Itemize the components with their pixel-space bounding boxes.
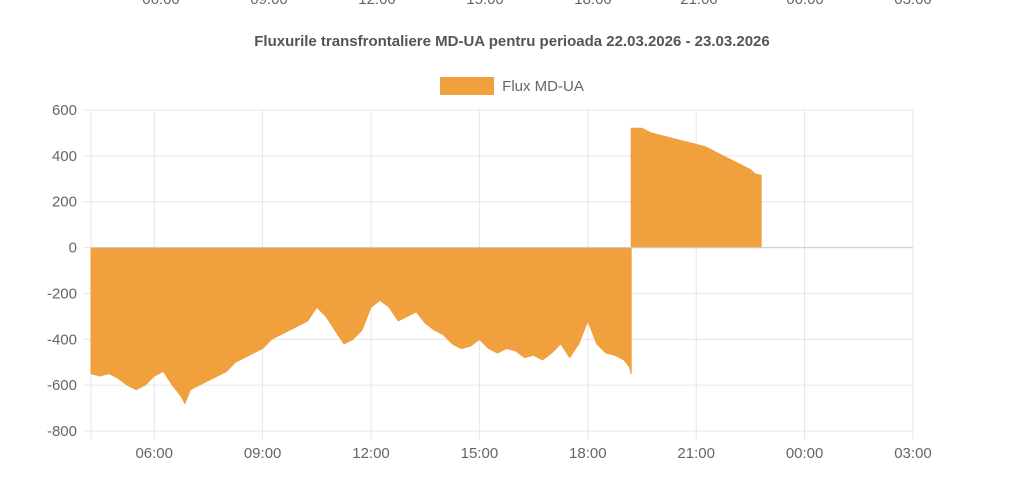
x-tick-label: 18:00 — [569, 445, 607, 462]
series-area-flux-md-ua — [90, 127, 762, 404]
x-tick-label: 15:00 — [461, 445, 499, 462]
top-axis-tick: 21:00 — [680, 0, 718, 8]
y-tick-label: -800 — [47, 423, 77, 440]
top-axis-tick: 15:00 — [466, 0, 504, 8]
chart-title: Fluxurile transfrontaliere MD-UA pentru … — [254, 33, 770, 50]
legend[interactable]: Flux MD-UA — [0, 77, 1024, 95]
top-axis-ticks-cropped: 06:00 09:00 12:00 15:00 18:00 21:00 00:0… — [0, 0, 1024, 11]
y-tick-label: 600 — [52, 102, 77, 119]
x-tick-label: 03:00 — [894, 445, 932, 462]
top-axis-tick: 12:00 — [358, 0, 396, 8]
y-tick-label: -400 — [47, 331, 77, 348]
y-tick-label: -600 — [47, 377, 77, 394]
legend-swatch[interactable] — [440, 77, 495, 95]
y-tick-label: 400 — [52, 148, 77, 165]
y-tick-label: -200 — [47, 285, 77, 302]
top-axis-tick: 18:00 — [574, 0, 612, 8]
x-tick-label: 00:00 — [786, 445, 824, 462]
top-axis-tick: 09:00 — [250, 0, 288, 8]
top-axis-tick: 00:00 — [786, 0, 824, 8]
x-tick-label: 06:00 — [135, 445, 173, 462]
y-tick-label: 200 — [52, 194, 77, 211]
x-tick-label: 21:00 — [677, 445, 715, 462]
top-axis-tick: 03:00 — [894, 0, 932, 8]
series-layer — [90, 127, 762, 404]
y-axis: 600 400 200 0 -200 -400 -600 -800 — [47, 102, 77, 440]
legend-label[interactable]: Flux MD-UA — [502, 77, 584, 95]
top-axis-tick: 06:00 — [142, 0, 180, 8]
x-axis: 06:00 09:00 12:00 15:00 18:00 21:00 00:00 03:00 — [135, 445, 931, 462]
x-tick-label: 12:00 — [352, 445, 390, 462]
y-tick-label: 0 — [69, 240, 77, 257]
x-tick-label: 09:00 — [244, 445, 282, 462]
